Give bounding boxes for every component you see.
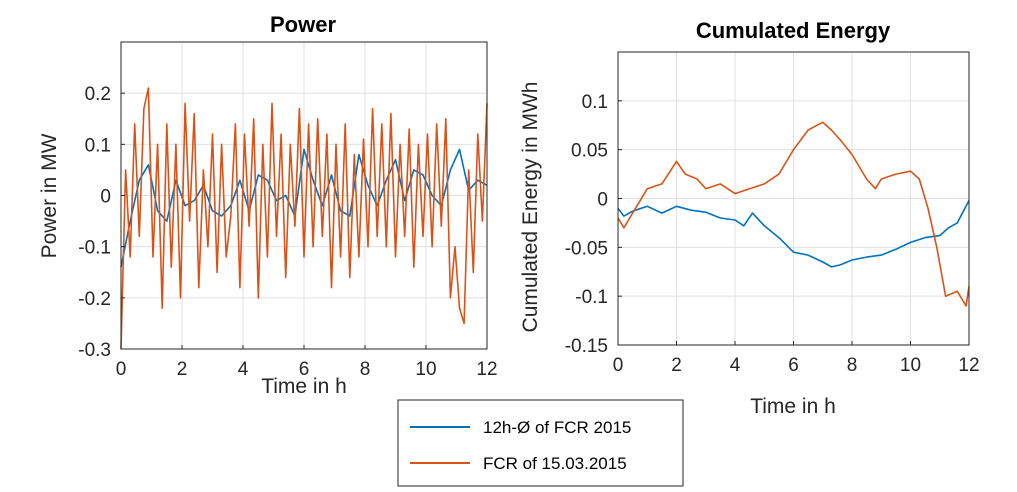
energy-xlabel: Time in h xyxy=(750,395,836,418)
power-ticks: 0 2 4 6 8 10 12 -0.3 -0.2 -0.1 0 0.1 0.2 xyxy=(78,84,497,380)
power-ytick-label: -0.2 xyxy=(78,289,111,310)
power-series-line-2 xyxy=(120,87,488,350)
energy-xtick-label: 0 xyxy=(613,355,624,376)
power-xtick-label: 4 xyxy=(238,359,249,380)
energy-ytick-label: 0.1 xyxy=(582,92,608,113)
power-ytick-label: 0.1 xyxy=(85,135,111,156)
energy-ytick-label: 0.05 xyxy=(571,141,608,162)
legend-entry-series2: FCR of 15.03.2015 xyxy=(483,454,627,473)
energy-series-line-2 xyxy=(617,121,970,307)
energy-ylabel: Cumulated Energy in MWh xyxy=(519,82,542,333)
legend: 12h-Ø of FCR 2015 FCR of 15.03.2015 xyxy=(397,399,684,487)
energy-ticks: 0 2 4 6 8 10 12 -0.15 -0.1 -0.05 0 0.05 0.1 xyxy=(565,92,980,376)
legend-box xyxy=(397,399,684,487)
power-ytick-label: -0.3 xyxy=(78,340,111,361)
energy-xtick-label: 4 xyxy=(730,355,741,376)
power-ytick-label: 0 xyxy=(100,187,111,208)
legend-entry-series1: 12h-Ø of FCR 2015 xyxy=(483,418,631,437)
power-chart: Power 0 2 4 6 8 10 12 -0.3 -0.2 -0.1 0 0.1 0.2 Time … xyxy=(38,12,498,398)
energy-ytick-label: -0.15 xyxy=(565,336,608,357)
energy-grid xyxy=(617,52,970,346)
power-xlabel: Time in h xyxy=(261,375,347,398)
power-xtick-label: 8 xyxy=(360,359,371,380)
power-ytick-label: 0.2 xyxy=(85,84,111,105)
energy-ytick-label: -0.05 xyxy=(565,238,608,259)
energy-ytick-label: -0.1 xyxy=(575,287,608,308)
energy-series-line-1 xyxy=(617,200,970,268)
power-xtick-label: 2 xyxy=(177,359,188,380)
power-chart-title: Power xyxy=(270,12,336,37)
power-xtick-label: 12 xyxy=(476,359,497,380)
energy-xtick-label: 12 xyxy=(958,355,979,376)
energy-series xyxy=(617,121,970,307)
energy-xtick-label: 8 xyxy=(847,355,858,376)
energy-chart-title: Cumulated Energy xyxy=(696,18,891,43)
energy-chart: Cumulated Energy 0 2 4 6 8 10 12 -0.15 -0.1 -0.05… xyxy=(519,18,980,418)
power-xtick-label: 0 xyxy=(116,359,127,380)
power-xtick-label: 10 xyxy=(415,359,436,380)
power-ylabel: Power in MW xyxy=(38,133,61,258)
energy-xtick-label: 6 xyxy=(788,355,799,376)
energy-ytick-label: 0 xyxy=(597,190,608,211)
power-ytick-label: -0.1 xyxy=(78,238,111,259)
energy-xtick-label: 10 xyxy=(900,355,921,376)
energy-xtick-label: 2 xyxy=(671,355,682,376)
power-xtick-label: 6 xyxy=(299,359,310,380)
power-series xyxy=(120,87,488,350)
